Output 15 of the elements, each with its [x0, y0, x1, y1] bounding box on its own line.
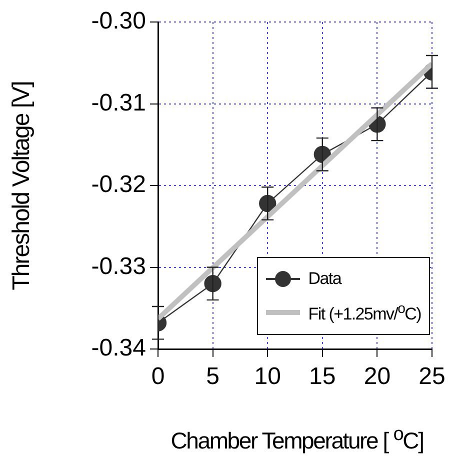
- x-tick-label: 5: [206, 363, 220, 390]
- y-tick-label: -0.34: [91, 334, 146, 362]
- legend-label: Data: [308, 269, 342, 289]
- y-tick-label: -0.33: [91, 252, 146, 280]
- x-tick-label: 25: [418, 363, 446, 390]
- y-axis-title: Threshold Voltage [V]: [8, 81, 36, 290]
- x-tick-label: 20: [364, 363, 391, 390]
- y-tick-label: -0.32: [91, 171, 146, 198]
- y-tick-label: -0.30: [91, 8, 146, 35]
- x-tick-label: 15: [309, 363, 336, 390]
- y-tick-label: -0.31: [91, 89, 146, 116]
- legend-label: Fit (+1.25mv/$^{o}$C): [308, 301, 421, 325]
- x-tick-label: 0: [151, 363, 165, 390]
- x-axis-title: Chamber Temperature [ $^{o}$C]: [170, 424, 424, 455]
- x-tick-label: 10: [254, 363, 281, 390]
